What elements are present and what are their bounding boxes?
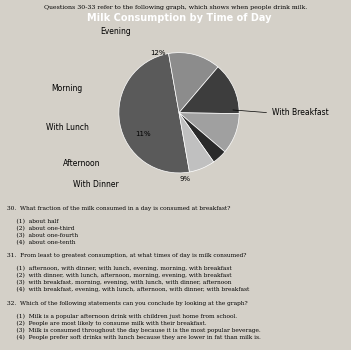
Wedge shape bbox=[168, 52, 218, 113]
Text: 9%: 9% bbox=[179, 176, 191, 182]
Text: With Lunch: With Lunch bbox=[46, 123, 89, 132]
Text: Evening: Evening bbox=[100, 27, 131, 36]
Wedge shape bbox=[179, 113, 214, 172]
Wedge shape bbox=[119, 54, 190, 173]
Text: 30.  What fraction of the milk consumed in a day is consumed at breakfast?

    : 30. What fraction of the milk consumed i… bbox=[7, 206, 261, 340]
Text: 12%: 12% bbox=[150, 50, 166, 56]
Text: With Breakfast: With Breakfast bbox=[272, 108, 329, 117]
Wedge shape bbox=[179, 67, 239, 114]
Text: Milk Consumption by Time of Day: Milk Consumption by Time of Day bbox=[87, 13, 271, 23]
Wedge shape bbox=[179, 113, 239, 152]
Text: 11%: 11% bbox=[135, 131, 151, 137]
Text: With Dinner: With Dinner bbox=[73, 181, 119, 189]
Text: Questions 30-33 refer to the following graph, which shows when people drink milk: Questions 30-33 refer to the following g… bbox=[44, 5, 307, 10]
Wedge shape bbox=[179, 113, 225, 162]
Text: Afternoon: Afternoon bbox=[63, 159, 101, 168]
Text: Morning: Morning bbox=[52, 84, 83, 93]
